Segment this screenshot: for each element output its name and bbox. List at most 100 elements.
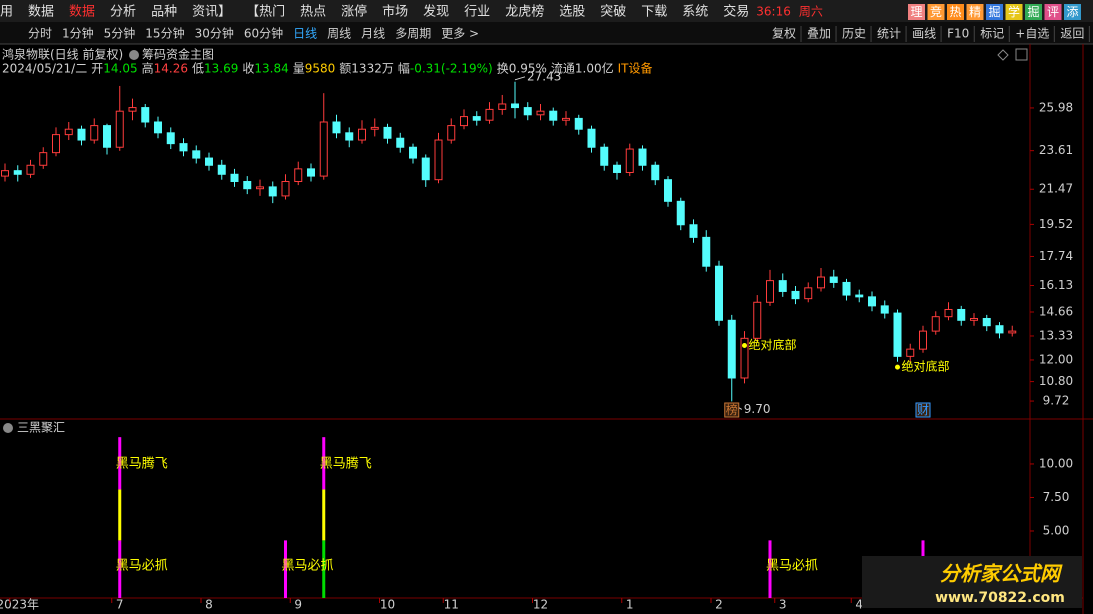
tag-box	[915, 402, 931, 418]
menu-item[interactable]: 资讯】	[192, 5, 231, 20]
candle-body	[358, 128, 366, 141]
period-tab[interactable]: 多周期	[395, 27, 431, 41]
toolbar-button[interactable]: 返回	[1060, 27, 1084, 41]
badge[interactable]	[1025, 4, 1042, 20]
candle-body	[829, 276, 838, 283]
x-tick-label: 12	[533, 598, 548, 612]
toolbar-button[interactable]: 统计	[877, 27, 901, 41]
signal-segment	[118, 540, 122, 598]
candle-body	[243, 180, 252, 190]
info-label: 量	[293, 62, 305, 76]
candle-body	[103, 125, 111, 148]
candle-body	[702, 236, 711, 267]
badge-label[interactable]: 精	[969, 5, 981, 19]
toolbar-button[interactable]: 标记	[980, 27, 1004, 41]
candle-body	[447, 125, 456, 141]
candle-body	[166, 132, 175, 145]
menu-item[interactable]: 行业	[464, 5, 490, 20]
badge-label[interactable]: 添	[1066, 5, 1078, 19]
candle-body	[13, 170, 22, 175]
toolbar-button[interactable]: F10	[947, 27, 969, 41]
badge[interactable]	[986, 4, 1003, 20]
menu-item[interactable]: 突破	[600, 4, 626, 20]
period-tab[interactable]: 15分钟	[145, 26, 184, 41]
menu-item[interactable]: 选股	[559, 5, 585, 20]
menu-item[interactable]: 涨停	[341, 4, 367, 20]
menu-item[interactable]: 品种	[151, 5, 177, 20]
candle-body	[587, 128, 596, 148]
box-icon[interactable]	[1015, 48, 1028, 61]
badge[interactable]	[1044, 4, 1062, 20]
candle-body	[664, 179, 672, 202]
badge[interactable]	[927, 4, 945, 20]
toolbar-button[interactable]: 复权	[772, 27, 796, 41]
period-tab[interactable]: 30分钟	[195, 26, 234, 41]
x-tick-label: 11	[444, 598, 459, 612]
info-label: 额	[339, 62, 351, 76]
period-tab[interactable]: 更多 >	[441, 27, 479, 41]
menu-item[interactable]: 数据	[69, 5, 95, 20]
menu-item[interactable]: 分析	[110, 5, 136, 20]
period-tab[interactable]: 60分钟	[244, 26, 283, 41]
period-tab[interactable]: 日线	[293, 27, 317, 41]
badge-label[interactable]: 掘	[988, 4, 1000, 19]
signal-segment	[322, 437, 326, 490]
badge[interactable]	[908, 4, 925, 20]
y-tick-label: 19.52	[1039, 217, 1073, 231]
badge[interactable]	[947, 4, 964, 20]
menu-item[interactable]: 交易	[723, 4, 749, 20]
candle-body	[396, 137, 405, 148]
y-tick-label: 23.61	[1039, 143, 1073, 157]
menu-item[interactable]: 热点	[300, 5, 326, 20]
signal-label: 黑马必抓	[766, 558, 818, 573]
x-tick-label: 3	[779, 598, 787, 612]
tag-label: 财	[917, 403, 929, 417]
candle-body	[715, 265, 723, 321]
period-tab[interactable]: 周线	[327, 27, 351, 41]
toolbar-button[interactable]: 画线	[912, 27, 936, 41]
toolbar-button[interactable]: 叠加	[807, 27, 831, 41]
menu-item[interactable]: 系统	[682, 5, 708, 20]
badge-label[interactable]: 竞	[930, 5, 942, 19]
menu-item[interactable]: 龙虎榜	[505, 4, 544, 20]
badge[interactable]	[966, 4, 984, 20]
candle-body	[740, 337, 749, 379]
badge-label[interactable]: 热	[949, 5, 961, 19]
period-tab[interactable]: 分时	[28, 27, 52, 41]
y-tick-label: 10.00	[1039, 456, 1073, 470]
watermark-name: 分析家公式网	[940, 562, 1063, 586]
menu-item[interactable]: 用	[0, 5, 13, 20]
period-tab[interactable]: 1分钟	[62, 26, 94, 41]
sub-indicator-icon[interactable]	[3, 423, 13, 433]
menu-item[interactable]: 【热门	[246, 5, 285, 20]
tag-box	[724, 402, 740, 418]
badge[interactable]	[1064, 4, 1081, 20]
diamond-icon[interactable]	[997, 49, 1009, 61]
marker-label: 绝对底部	[749, 337, 797, 352]
badge-label[interactable]: 掘	[1027, 4, 1039, 19]
toolbar-button[interactable]: 历史	[842, 27, 866, 41]
indicator-icon[interactable]	[129, 50, 139, 60]
menu-item[interactable]: 数据	[28, 5, 54, 20]
info-value: 13.84	[254, 62, 288, 76]
watermark-url: www.70822.com	[935, 590, 1065, 606]
candle-body	[217, 164, 226, 175]
candle-body	[562, 117, 570, 121]
period-tab[interactable]: 月线	[361, 27, 385, 41]
menu-item[interactable]: 发现	[423, 4, 449, 20]
weekday: 周六	[799, 5, 823, 19]
menu-item[interactable]: 市场	[382, 4, 408, 20]
candle-body	[1008, 330, 1017, 334]
toolbar-button[interactable]: +自选	[1015, 27, 1049, 41]
badge-label[interactable]: 评	[1047, 5, 1059, 19]
sub-indicator-name: 三黑聚汇	[17, 421, 65, 435]
badge[interactable]	[1005, 4, 1023, 20]
menu-item[interactable]: 下载	[641, 5, 667, 20]
clock: 36:16	[756, 5, 791, 19]
y-tick-label: 9.72	[1043, 394, 1070, 408]
period-tab[interactable]: 5分钟	[104, 26, 136, 41]
badge-label[interactable]: 学	[1008, 4, 1020, 19]
candle-body	[434, 139, 443, 181]
info-value: 1332万	[351, 62, 394, 76]
badge-label[interactable]: 理	[910, 5, 922, 19]
